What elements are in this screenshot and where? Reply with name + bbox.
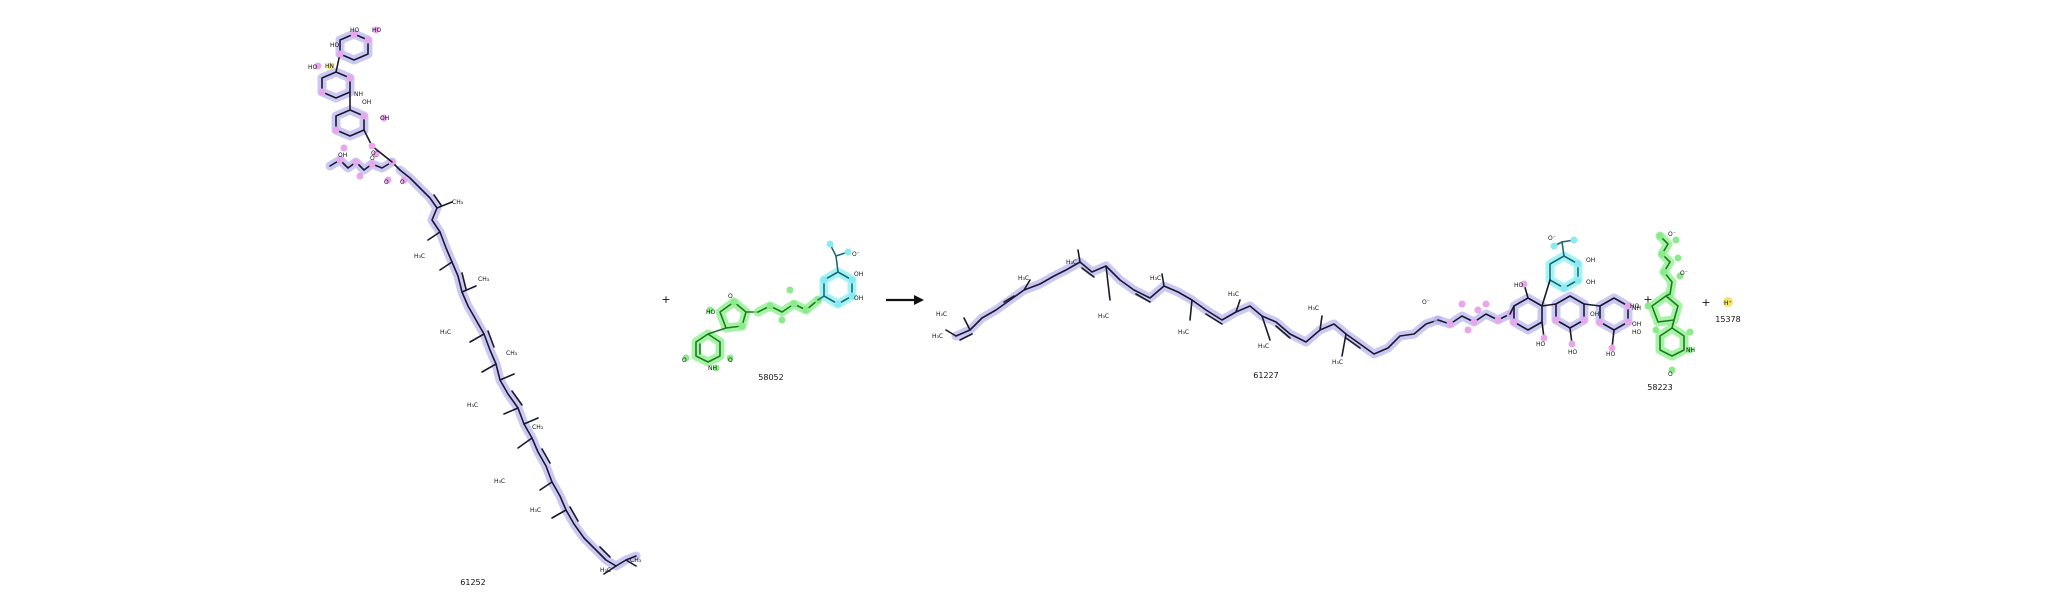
methyl-label: H₃C (414, 253, 425, 260)
hydroxyl-label: HO (1536, 341, 1546, 348)
methyl-label: H₃C (494, 478, 505, 485)
plus-sign: + (661, 293, 670, 306)
hydroxyl-label: HO (1606, 351, 1616, 358)
hydroxyl-label: HO (330, 42, 340, 49)
methyl-label: H₃C (1018, 275, 1029, 282)
methyl-label: H₃C (1332, 359, 1343, 366)
reaction-arrow (886, 295, 924, 305)
methyl-label: H₃C (1066, 259, 1077, 266)
oxygen-label: O (384, 179, 389, 186)
oxide-label: O⁻ (370, 155, 378, 162)
hydroxyl-label: HO (350, 27, 360, 34)
methyl-label: H₃C (1178, 329, 1189, 336)
methyl-label: CH₃ (630, 557, 642, 564)
hydroxyl-label: OH (380, 115, 389, 122)
methyl-label: H₃C (1228, 291, 1239, 298)
oxide-label: O⁻ (371, 150, 379, 157)
oxygen-label: O (682, 357, 687, 364)
amine-label: NH (1686, 347, 1695, 354)
reactant-61252: CH₃ H₃C CH₃ H₃C CH₃ H₃C CH₃ H₃C H₃C H₃C … (308, 26, 642, 587)
methyl-label: H₃C (440, 329, 451, 336)
oxide-label: O⁻ (852, 251, 860, 258)
methyl-label: CH₃ (506, 350, 518, 357)
methyl-label: H₃C (530, 507, 541, 514)
hydroxyl-label: HO (372, 27, 382, 34)
amine-label: HN (325, 63, 334, 70)
methyl-label: CH₃ (478, 276, 490, 283)
methyl-label: H₃C (467, 402, 478, 409)
double-bond (599, 546, 611, 558)
compound-id-label: 15378 (1715, 315, 1740, 324)
methyl-label: H₃C (1258, 343, 1269, 350)
amine-label: NH (354, 91, 363, 98)
methyl-label: H₃C (1098, 313, 1109, 320)
double-bond (461, 272, 467, 290)
methyl-label: H₃C (936, 311, 947, 318)
hydroxyl-label: OH (362, 99, 371, 106)
methyl-label: H₃C (600, 567, 611, 574)
methyl-label: H₃C (1308, 305, 1319, 312)
plus-sign: + (1643, 293, 1652, 306)
double-bond (511, 390, 523, 406)
double-bond (487, 330, 495, 348)
reactant-58052: O⁻ OH OH HO O O O NH 58052 (682, 240, 863, 382)
methyl-label: H₃C (1150, 275, 1161, 282)
diphosphate-bonds (329, 159, 401, 171)
oxide-label: O⁻ (1422, 299, 1430, 306)
oxide-label: O⁻ (1668, 231, 1676, 238)
hydroxyl-label: OH (854, 271, 863, 278)
hydroxyl-label: HO (1632, 329, 1642, 336)
amine-label: NH (708, 365, 717, 372)
hydroxyl-label: OH (338, 152, 347, 159)
double-bond (433, 194, 442, 206)
compound-id-label: 61252 (460, 578, 485, 587)
hydroxyl-label: OH (854, 295, 863, 302)
oxygen-label: O (400, 179, 405, 186)
product-15378: H⁺ 15378 (1715, 297, 1741, 324)
hydroxyl-label: OH (1632, 321, 1641, 328)
oxide-label: O⁻ (1548, 235, 1556, 242)
sugar-rings: HO HO HO HO HN NH OH OH OH (308, 26, 393, 163)
hydroxyl-label: HO (706, 309, 716, 316)
compound-id-label: 58052 (758, 373, 783, 382)
hydroxyl-label: HO (308, 64, 318, 71)
methyl-label: H₃C (932, 333, 943, 340)
chain-bonds (955, 261, 1439, 355)
hydroxyl-label: OH (1586, 257, 1595, 264)
oxide-label: O⁻ (1680, 270, 1688, 277)
methyl-label: CH₃ (452, 199, 464, 206)
double-bond (569, 506, 579, 522)
oxygen-label: O (728, 293, 733, 300)
hydroxyl-label: HO (1568, 349, 1578, 356)
chain-highlight (395, 165, 641, 571)
hydroxyl-label: OH (1586, 279, 1595, 286)
oxygen-label: O (728, 357, 733, 364)
hydroxyl-label: HO (1514, 282, 1524, 289)
amine-label: NH (1632, 305, 1641, 312)
compound-id-label: 58223 (1647, 383, 1672, 392)
product-58223: O⁻ O⁻ HO HO NH O 58223 (1630, 231, 1695, 392)
plus-sign: + (1701, 296, 1710, 309)
methyl-label: CH₃ (532, 424, 544, 431)
double-bond (541, 448, 551, 464)
oxygen-label: O (1668, 371, 1673, 378)
hydroxyl-label: OH (1590, 311, 1599, 318)
proton-label: H⁺ (1724, 300, 1732, 307)
hydroxyl-label: HO (1630, 303, 1640, 310)
product-61227: H₃C H₃C H₃C H₃C H₃C H₃C H₃C H₃C H₃C H₃C … (932, 235, 1641, 380)
compound-id-label: 61227 (1253, 371, 1278, 380)
